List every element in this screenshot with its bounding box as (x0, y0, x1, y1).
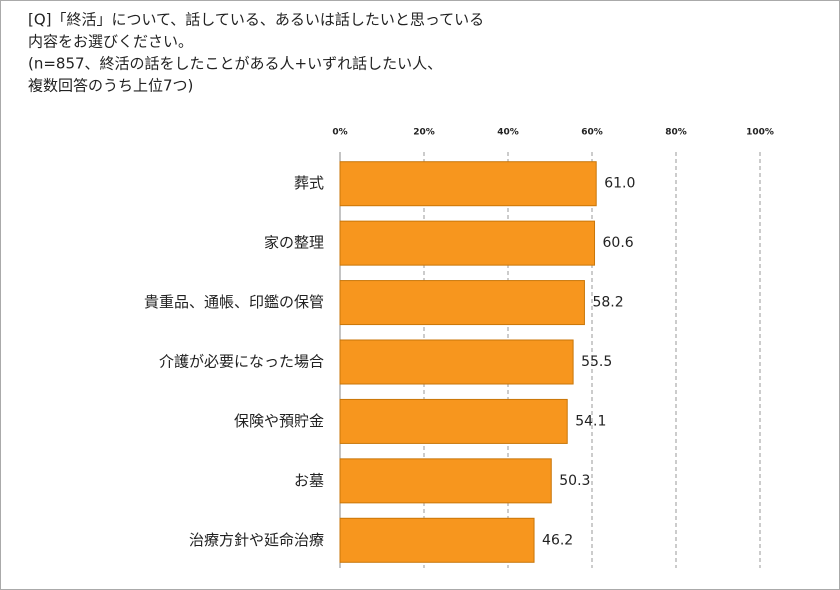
y-tick-label: 貴重品、通帳、印鑑の保管 (144, 293, 324, 311)
x-tick-label: 0% (332, 128, 347, 138)
y-tick-label: 治療方針や延命治療 (189, 531, 324, 549)
bar (339, 517, 535, 563)
bar (339, 458, 552, 504)
x-tick-label: 100% (746, 128, 774, 138)
bar (339, 220, 596, 266)
bar (339, 280, 585, 326)
chart-title: 内容をお選びください。 (28, 33, 193, 51)
y-tick-label: 介護が必要になった場合 (159, 353, 324, 371)
bar (339, 398, 568, 444)
y-tick-label: 家の整理 (264, 234, 324, 252)
bar (339, 339, 574, 385)
x-tick-label: 80% (665, 128, 687, 138)
data-label: 46.2 (542, 532, 573, 548)
chart-title: 複数回答のうち上位7つ) (28, 77, 193, 95)
y-tick-label: 保険や預貯金 (234, 412, 324, 430)
data-label: 58.2 (592, 295, 623, 311)
data-label: 61.0 (604, 176, 635, 192)
x-tick-label: 60% (581, 128, 603, 138)
data-label: 60.6 (603, 235, 634, 251)
y-tick-label: お墓 (294, 471, 324, 489)
chart-title: (n=857、終活の話をしたことがある人+いずれ話したい人、 (28, 55, 442, 73)
chart-title: [Q]「終活」について、話している、あるいは話したいと思っている (28, 11, 484, 29)
y-tick-label: 葬式 (294, 174, 324, 192)
data-label: 54.1 (575, 413, 606, 429)
data-label: 50.3 (559, 473, 590, 489)
bar (339, 161, 597, 207)
x-tick-label: 20% (413, 128, 435, 138)
data-label: 55.5 (581, 354, 612, 370)
x-tick-label: 40% (497, 128, 519, 138)
